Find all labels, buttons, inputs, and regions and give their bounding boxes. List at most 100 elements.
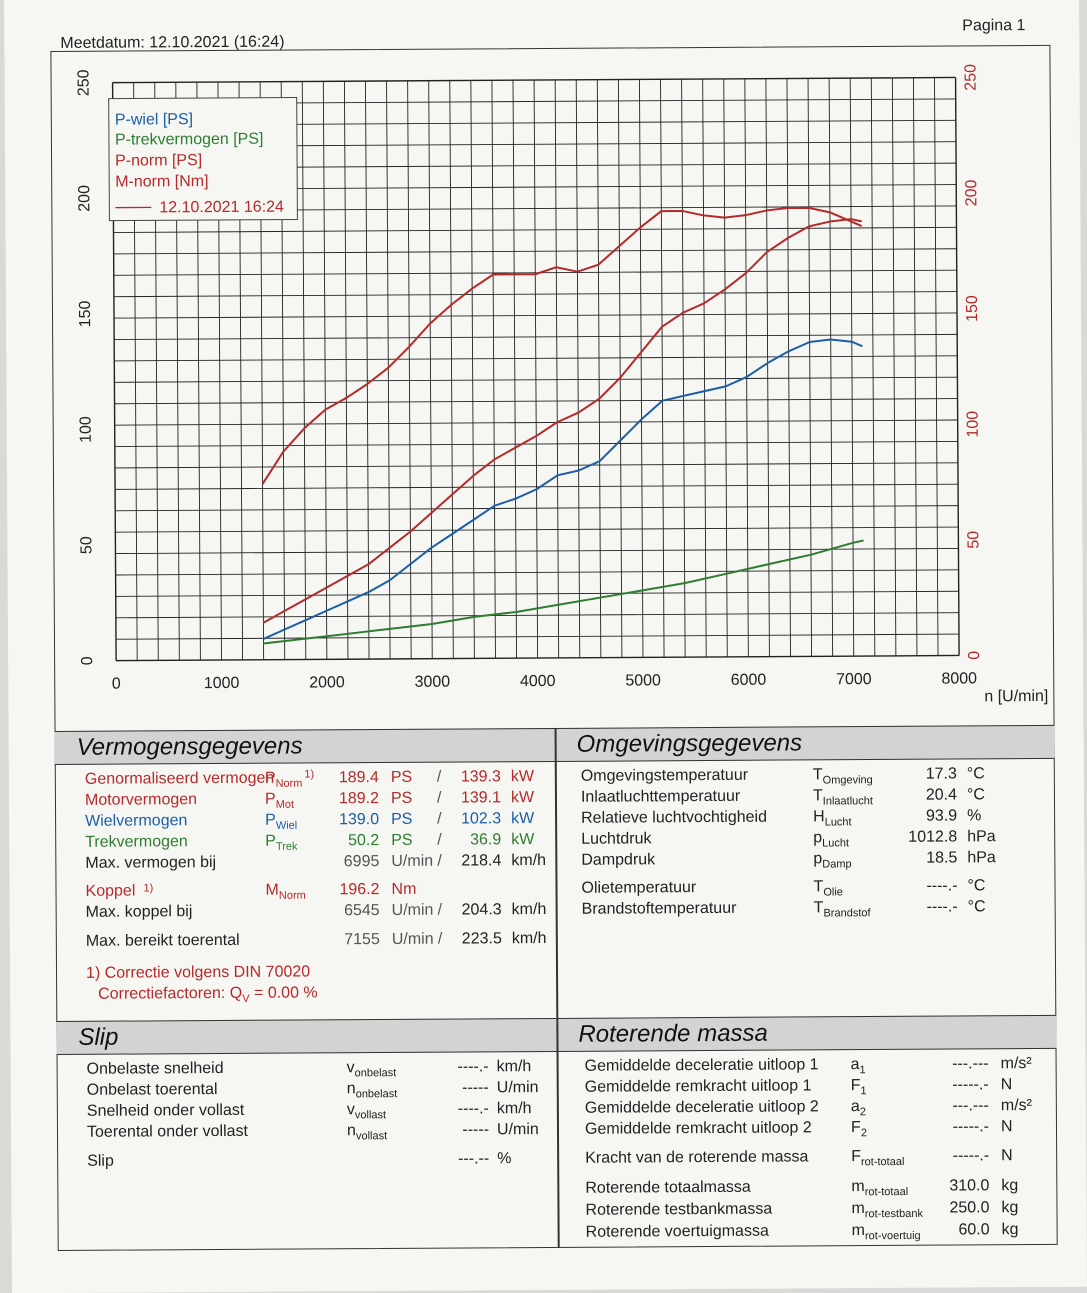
roterend-unit: m/s²	[1001, 1055, 1032, 1073]
vermogen-unit2: kW	[511, 831, 534, 849]
vermogen-unit1: Nm	[391, 881, 416, 899]
omgeving-symbol: pLucht	[813, 829, 849, 849]
roterend-label: Gemiddelde deceleratie uitloop 2	[585, 1098, 819, 1117]
roterend-symbol: mrot-totaal	[851, 1178, 908, 1199]
vermogen-value1: 6545	[318, 902, 380, 920]
y-left-tick-label: 250	[76, 69, 93, 96]
slip-symbol: nvollast	[347, 1122, 387, 1142]
omgeving-label: Olietemperatuur	[581, 879, 696, 898]
vermogen-value2: 204.3	[440, 901, 502, 919]
vermogen-unit1: PS	[391, 769, 412, 787]
vermogen-value1: 7155	[318, 931, 380, 949]
roterend-row: Gemiddelde deceleratie uitloop 2 a2 ---.--…	[557, 1097, 1057, 1120]
omgeving-value: ----.-	[885, 877, 957, 895]
y-right-tick-label: 150	[964, 295, 981, 322]
omgeving-unit: %	[967, 807, 981, 825]
vermogen-value1: 6995	[317, 853, 379, 871]
omgeving-label: Omgevingstemperatuur	[581, 767, 748, 786]
roterend-label: Kracht van de roterende massa	[585, 1148, 808, 1167]
grid-line-vertical	[703, 79, 707, 657]
vermogen-value1: 196.2	[317, 881, 379, 899]
roterend-symbol: mrot-voertuig	[852, 1222, 921, 1243]
vermogen-unit2: kW	[511, 810, 534, 828]
vermogen-unit2: km/h	[512, 901, 547, 919]
vermogen-unit2: km/h	[512, 930, 547, 948]
omgeving-unit: °C	[967, 877, 985, 895]
grid-line-vertical	[408, 81, 412, 659]
omgeving-unit: °C	[967, 786, 985, 804]
legend-entry-date: 12.10.2021 16:24	[159, 199, 284, 217]
omgeving-label: Brandstoftemperatuur	[582, 900, 737, 919]
vermogen-symbol: PTrek	[265, 833, 297, 853]
vermogen-symbol: MNorm	[265, 881, 305, 901]
vermogen-unit1: U/min	[392, 931, 434, 949]
vermogen-unit1: PS	[391, 832, 412, 850]
slip-symbol: nonbelast	[347, 1080, 398, 1100]
omgeving-value: ----.-	[886, 898, 958, 916]
slip-title: Slip	[56, 1018, 556, 1055]
din-footnote: 1) Correctie volgens DIN 70020	[86, 963, 310, 982]
slip-label: Slip	[87, 1153, 114, 1171]
omgeving-value: 17.3	[885, 765, 957, 783]
y-right-tick-label: 100	[965, 411, 982, 438]
slip-value: -----	[427, 1079, 489, 1097]
vermogen-section: Vermogensgegevens Genormaliseerd vermoge…	[55, 728, 557, 1021]
roterend-label: Gemiddelde remkracht uitloop 1	[585, 1077, 812, 1096]
legend-entry: M-norm [Nm]	[115, 173, 208, 191]
footnote-marker: 1)	[143, 882, 153, 894]
roterend-section: Roterende massa Gemiddelde deceleratie u…	[556, 1015, 1057, 1248]
x-tick-label: 0	[112, 676, 121, 693]
roterend-label: Roterende testbankmassa	[585, 1201, 772, 1220]
grid-line-vertical	[387, 81, 391, 659]
omgeving-label: Inlaatluchttemperatuur	[581, 788, 740, 807]
y-right-tick-label: 50	[965, 531, 982, 549]
slip-unit: %	[497, 1150, 511, 1168]
x-tick-label: 7000	[836, 671, 872, 688]
slip-value: -----	[427, 1121, 489, 1139]
roterend-title: Roterende massa	[556, 1015, 1056, 1052]
x-tick-label: 3000	[415, 674, 451, 691]
omgeving-unit: hPa	[967, 828, 996, 846]
grid-line-vertical	[682, 79, 686, 657]
slip-unit: km/h	[497, 1100, 532, 1118]
vermogen-label: Wielvermogen	[85, 812, 187, 831]
roterend-unit: m/s²	[1001, 1097, 1032, 1115]
grid-line-vertical	[766, 79, 770, 657]
slip-label: Onbelast toerental	[87, 1081, 218, 1100]
omgeving-symbol: TInlaatlucht	[813, 787, 873, 808]
slip-label: Onbelaste snelheid	[87, 1060, 224, 1079]
omgeving-unit: °C	[967, 765, 985, 783]
omgeving-label: Relatieve luchtvochtigheid	[581, 809, 767, 828]
vermogen-unit2: kW	[511, 789, 534, 807]
y-right-tick-label: 250	[962, 64, 979, 91]
vermogen-value2: 223.5	[440, 930, 502, 948]
roterend-value: ---.---	[941, 1097, 989, 1115]
legend-entry: P-trekvermogen [PS]	[115, 131, 264, 149]
roterend-symbol: F1	[851, 1077, 867, 1097]
grid-line-vertical	[555, 80, 559, 658]
vermogen-title: Vermogensgegevens	[55, 728, 555, 765]
grid-line-vertical	[576, 80, 580, 658]
roterend-value: -----.-	[941, 1118, 989, 1136]
roterend-value: 60.0	[942, 1221, 990, 1239]
slip-unit: km/h	[497, 1058, 532, 1076]
grid-line-vertical	[956, 77, 960, 655]
vermogen-symbol: PMot	[265, 791, 294, 811]
roterend-value: 250.0	[941, 1199, 989, 1217]
roterend-symbol: a2	[851, 1098, 866, 1118]
x-tick-label: 4000	[520, 673, 556, 690]
x-axis-label: n [U/min]	[984, 688, 1048, 705]
vermogen-label: Max. bereikt toerental	[86, 932, 240, 951]
